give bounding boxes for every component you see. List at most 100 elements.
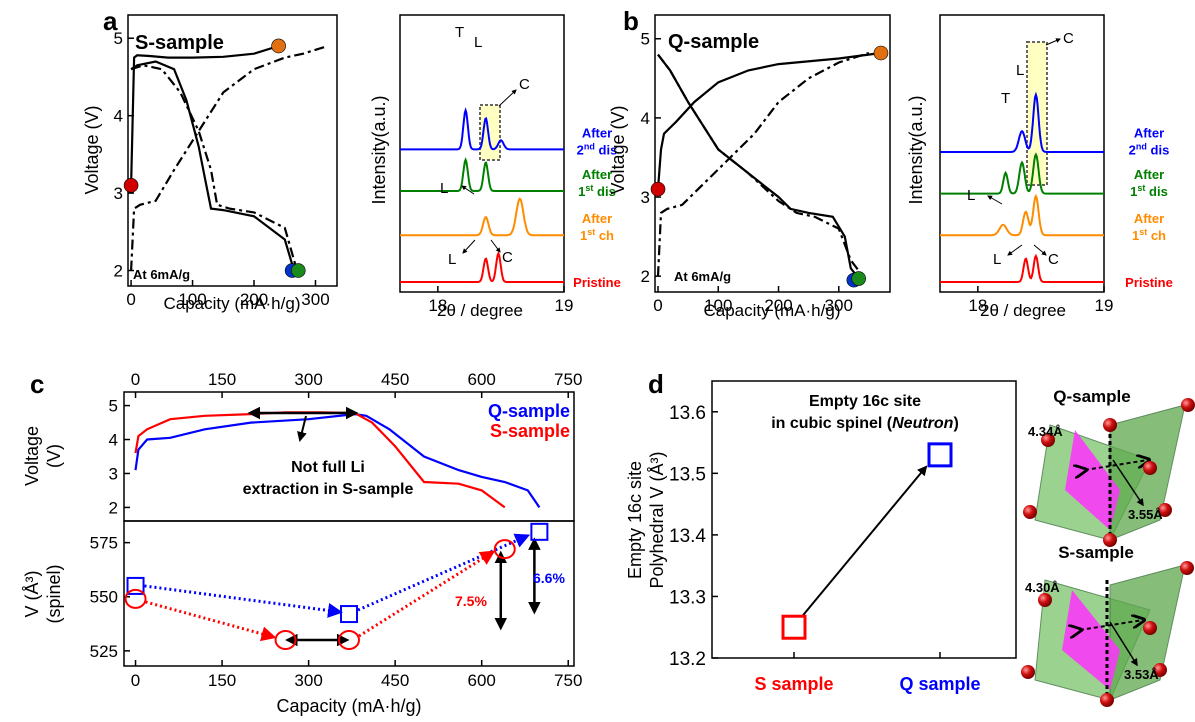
x-tick-label: 100: [704, 296, 732, 315]
y-axis-label-a-xrd: Intensity(a.u.): [369, 95, 389, 204]
trace-label: 1st dis: [1130, 183, 1168, 199]
oxygen-atom: [1100, 693, 1114, 707]
x-tick-label: 200: [240, 290, 268, 309]
structure-label-s: S-sample: [1058, 543, 1134, 562]
oxygen-atom: [1021, 665, 1035, 679]
y-axis-label-c-upper-2: (V): [44, 444, 64, 468]
top-x-tick-label: 300: [294, 370, 322, 389]
xrd-trace-2: [400, 157, 564, 192]
state-marker-b-0: [650, 181, 666, 197]
panel-d: d Empty 16c site in cubic spinel (Neutro…: [625, 369, 1017, 694]
peak-label-L-b: L: [1016, 62, 1024, 79]
q-path-arrow: [144, 584, 343, 618]
xrd-trace-1: [400, 197, 564, 237]
oxygen-atom: [1041, 433, 1055, 447]
oxygen-atom: [1158, 503, 1172, 517]
y-tick-label: 13.3: [669, 587, 706, 608]
peak-label-T-b: T: [1001, 90, 1010, 107]
peak-label-T-a: T: [455, 24, 464, 41]
x-axis-label-b: Capacity (mA·h/g): [704, 301, 841, 320]
percent-label-q: 6.6%: [533, 570, 565, 586]
oxygen-atom: [1143, 461, 1157, 475]
trace-label: 1st ch: [1132, 227, 1166, 243]
panel-letter-c: c: [30, 369, 44, 399]
axis-ticks-a: 0 100 200 300 2 3 4 5: [114, 29, 330, 309]
y-tick-label: 4: [641, 109, 650, 128]
x-tick-label: 18: [968, 296, 987, 315]
top-x-tick-label: 0: [131, 370, 140, 389]
legend-entry: S-sample: [490, 421, 570, 441]
panel-letter-d: d: [648, 369, 664, 399]
data-point-q: [927, 442, 953, 468]
x-tick-label: 18: [428, 296, 447, 315]
trace-label: 2nd dis: [1129, 141, 1170, 157]
top-x-tick-label: 150: [208, 370, 236, 389]
distance-label-q-1: 4.34Å: [1028, 424, 1063, 439]
voltage-curve-b-1: [657, 53, 858, 277]
y-tick-label: 525: [90, 642, 118, 661]
structure-label-q: Q-sample: [1053, 387, 1130, 406]
y-tick-label: 4: [109, 431, 118, 450]
peak-arrow-L3-a: [462, 239, 476, 254]
trace-label: 1st ch: [580, 227, 614, 243]
x-axis-label-c: Capacity (mA·h/g): [276, 696, 421, 716]
y-tick-label: 13.4: [669, 526, 706, 547]
oxygen-atom: [1103, 418, 1117, 432]
voltage-curve-a-3: [130, 64, 299, 271]
voltage-curve-a-2: [130, 44, 329, 271]
plot-frame-d: [711, 380, 1017, 659]
s-path-arrow: [145, 600, 277, 642]
xrd-trace-3: [940, 91, 1104, 153]
panel-a: a S-sample At 6mA/g 0 100 200 300 2 3 4 5 Capac…: [82, 6, 338, 313]
x-axis-label-a: Capacity (mA·h/g): [164, 294, 301, 313]
data-point-s: [781, 614, 807, 640]
peak-label-L3-a: L: [448, 251, 456, 268]
bottom-x-tick-label: 0: [131, 671, 140, 690]
trace-label: 1st dis: [578, 183, 616, 199]
y-tick-label: 5: [641, 30, 650, 49]
d2-arrow-q: [1112, 459, 1144, 507]
y-tick-label: 5: [114, 29, 123, 48]
oxygen-atom: [1143, 621, 1157, 635]
s-volume-point: [274, 630, 297, 651]
trace-label: Pristine: [573, 275, 621, 290]
volume-data-c: [124, 522, 549, 651]
y-axis-label-b: Voltage (V): [608, 105, 628, 194]
trace-label: After: [1134, 211, 1164, 226]
state-marker-b-1: [873, 45, 889, 61]
title-d-line2: in cubic spinel (Neutron): [771, 415, 959, 432]
axis-ticks-d: 13.2 13.3 13.4 13.5 13.6 S sample Q sample: [669, 403, 981, 694]
x-tick-label: 0: [126, 290, 135, 309]
x-axis-label-a-xrd: 2θ / degree: [437, 301, 523, 320]
y-tick-label: 550: [90, 588, 118, 607]
peak-arrow-C2-b: [1033, 244, 1047, 256]
annotation-c-line2: extraction in S-sample: [243, 481, 414, 498]
y-tick-label: 2: [114, 262, 123, 281]
peak-label-L3-b: L: [993, 251, 1001, 268]
y-tick-label: 2: [641, 267, 650, 286]
bottom-x-tick-label: 300: [294, 671, 322, 690]
x-tick-label: 0: [653, 296, 662, 315]
trace-label: 2nd dis: [577, 141, 618, 157]
peak-arrow-L3-b: [1007, 244, 1023, 256]
structure-q: Q-sample 4.34Å 3.55Å: [1023, 387, 1195, 547]
peak-arrow-L2-a: [461, 185, 475, 195]
top-x-tick-label: 600: [468, 370, 496, 389]
y-axis-label-d-1: Empty 16c site: [625, 461, 645, 579]
voltage-curve-b-3: [657, 53, 864, 277]
trend-arrow: [802, 465, 928, 616]
xrd-trace-1: [940, 193, 1104, 237]
xrd-trace-0: [400, 250, 564, 283]
q-path-arrow: [357, 533, 531, 612]
sample-label-a: S-sample: [135, 32, 224, 54]
oxygen-atom: [1153, 663, 1167, 677]
x-tick-label: 100: [178, 290, 206, 309]
axis-ticks-a-xrd: 18 19: [428, 286, 573, 315]
y-axis-label-c-lower-1: V (Å³): [22, 571, 42, 618]
plot-frame-a-xrd: [399, 14, 565, 293]
oxygen-atom: [1103, 533, 1117, 547]
x-tick-label: 19: [555, 296, 574, 315]
structure-s: S-sample 4.30Å 3.53Å: [1021, 543, 1194, 707]
